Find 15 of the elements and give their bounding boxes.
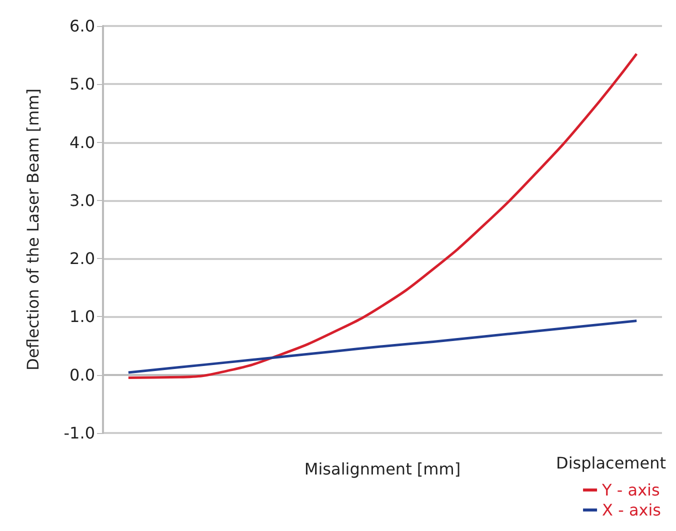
y-tick-label: -1.0 [64, 424, 95, 442]
legend-label: Y - axis [601, 480, 660, 500]
y-tick-label: 2.0 [70, 249, 95, 268]
y-tick-label: 1.0 [70, 307, 95, 326]
legend-label: X - axis [602, 500, 662, 520]
x-axis-title: Misalignment [mm] [304, 460, 461, 478]
legend-title: Displacement [556, 454, 666, 472]
line-series [127, 52, 638, 380]
y-tick-label: 3.0 [70, 190, 95, 210]
line-series [127, 320, 638, 374]
y-tick-label: 6.0 [70, 16, 95, 36]
y-tick-label: 0.0 [70, 365, 95, 384]
y-tick-label: 4.0 [70, 132, 95, 152]
y-tick-label: 5.0 [70, 74, 95, 94]
y-axis-title: Deflection of the Laser Beam [mm] [24, 88, 42, 370]
